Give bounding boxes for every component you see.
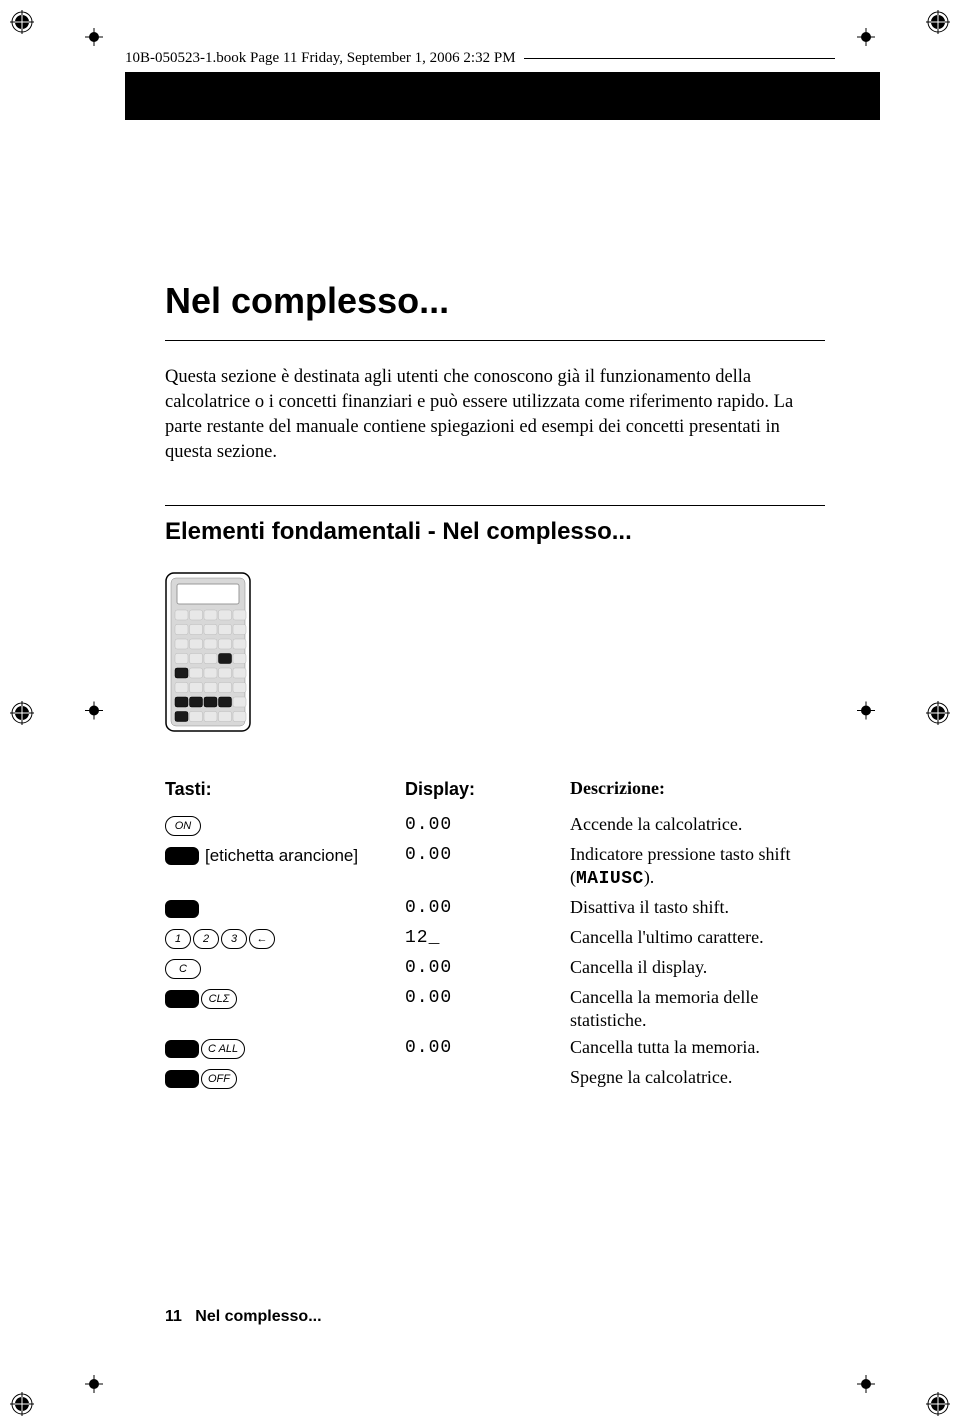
header-black-bar xyxy=(125,72,880,120)
cell-display: 0.00 xyxy=(405,986,570,1008)
cell-desc: Spegne la calcolatrice. xyxy=(570,1066,825,1089)
shift-key-icon xyxy=(165,900,199,918)
table-row: CLΣ 0.00Cancella la memoria delle statist… xyxy=(165,986,825,1033)
table-row: OFF Spegne la calcolatrice. xyxy=(165,1066,825,1092)
cell-display: 12_ xyxy=(405,926,570,948)
calc-key: 3 xyxy=(221,929,247,949)
header-display: Display: xyxy=(405,777,570,800)
cell-desc: Accende la calcolatrice. xyxy=(570,813,825,836)
crop-mark-top-left xyxy=(10,10,34,34)
page-mark xyxy=(85,1375,103,1398)
calc-key: 2 xyxy=(193,929,219,949)
crop-mark-bot-left xyxy=(10,1392,34,1416)
crop-mark-bot-right xyxy=(926,1392,950,1416)
calc-key: CLΣ xyxy=(201,989,237,1009)
header-meta-line: 10B-050523-1.book Page 11 Friday, Septem… xyxy=(125,50,835,67)
cell-display: 0.00 xyxy=(405,1036,570,1058)
key-annotation: [etichetta arancione] xyxy=(205,846,358,866)
calc-key: C xyxy=(165,959,201,979)
calculator-diagram xyxy=(165,572,825,737)
cell-display: 0.00 xyxy=(405,896,570,918)
cell-display: 0.00 xyxy=(405,843,570,865)
cell-tasti: 123← xyxy=(165,926,405,952)
table-row: 123←12_Cancella l'ultimo carattere. xyxy=(165,926,825,952)
cell-desc: Cancella l'ultimo carattere. xyxy=(570,926,825,949)
cell-tasti: C ALL xyxy=(165,1036,405,1062)
page-footer: 11 Nel complesso... xyxy=(165,1308,322,1326)
cell-desc: Indicatore pressione tasto shift (MAIUSC… xyxy=(570,843,825,892)
intro-paragraph: Questa sezione è destinata agli utenti c… xyxy=(165,365,825,465)
table-row: C ALL 0.00Cancella tutta la memoria. xyxy=(165,1036,825,1062)
page-mark xyxy=(857,702,875,725)
cell-desc: Cancella il display. xyxy=(570,956,825,979)
page-mark xyxy=(85,28,103,51)
header-tasti: Tasti: xyxy=(165,777,405,803)
shift-key-icon xyxy=(165,990,199,1008)
table-row: C 0.00Cancella il display. xyxy=(165,956,825,982)
page-mark xyxy=(85,702,103,725)
cell-tasti: [etichetta arancione] xyxy=(165,843,405,869)
shift-key-icon xyxy=(165,1040,199,1058)
table-row: 0.00Disattiva il tasto shift. xyxy=(165,896,825,922)
page-title: Nel complesso... xyxy=(165,280,825,322)
calc-key: C ALL xyxy=(201,1039,245,1059)
calc-key: OFF xyxy=(201,1069,237,1089)
calc-key: ON xyxy=(165,816,201,836)
cell-tasti: OFF xyxy=(165,1066,405,1092)
cell-display: 0.00 xyxy=(405,956,570,978)
table-row: [etichetta arancione] 0.00Indicatore pres… xyxy=(165,843,825,892)
cell-display: 0.00 xyxy=(405,813,570,835)
section-heading: Elementi fondamentali - Nel complesso... xyxy=(165,505,825,546)
header-desc: Descrizione: xyxy=(570,777,825,800)
page-mark xyxy=(857,28,875,51)
cell-desc: Disattiva il tasto shift. xyxy=(570,896,825,919)
cell-desc: Cancella la memoria delle statistiche. xyxy=(570,986,825,1033)
calc-key: ← xyxy=(249,929,275,949)
page-mark xyxy=(857,1375,875,1398)
calc-key: 1 xyxy=(165,929,191,949)
title-rule xyxy=(165,340,825,341)
cell-desc: Cancella tutta la memoria. xyxy=(570,1036,825,1059)
cell-tasti: ON xyxy=(165,813,405,839)
header-meta-text: 10B-050523-1.book Page 11 Friday, Septem… xyxy=(125,50,516,67)
table-row: ON 0.00Accende la calcolatrice. xyxy=(165,813,825,839)
shift-key-icon xyxy=(165,847,199,865)
crop-mark-mid-right xyxy=(926,701,950,725)
shift-key-icon xyxy=(165,1070,199,1088)
crop-mark-mid-left xyxy=(10,701,34,725)
footer-page-number: 11 xyxy=(165,1308,182,1325)
cell-tasti: CLΣ xyxy=(165,986,405,1012)
table-header-row: Tasti: Display: Descrizione: xyxy=(165,777,825,803)
cell-tasti: C xyxy=(165,956,405,982)
key-table: Tasti: Display: Descrizione: ON0.00Accen… xyxy=(165,777,825,1093)
cell-tasti xyxy=(165,896,405,922)
crop-mark-top-right xyxy=(926,10,950,34)
footer-label: Nel complesso... xyxy=(195,1308,321,1325)
cell-display xyxy=(405,1066,570,1068)
